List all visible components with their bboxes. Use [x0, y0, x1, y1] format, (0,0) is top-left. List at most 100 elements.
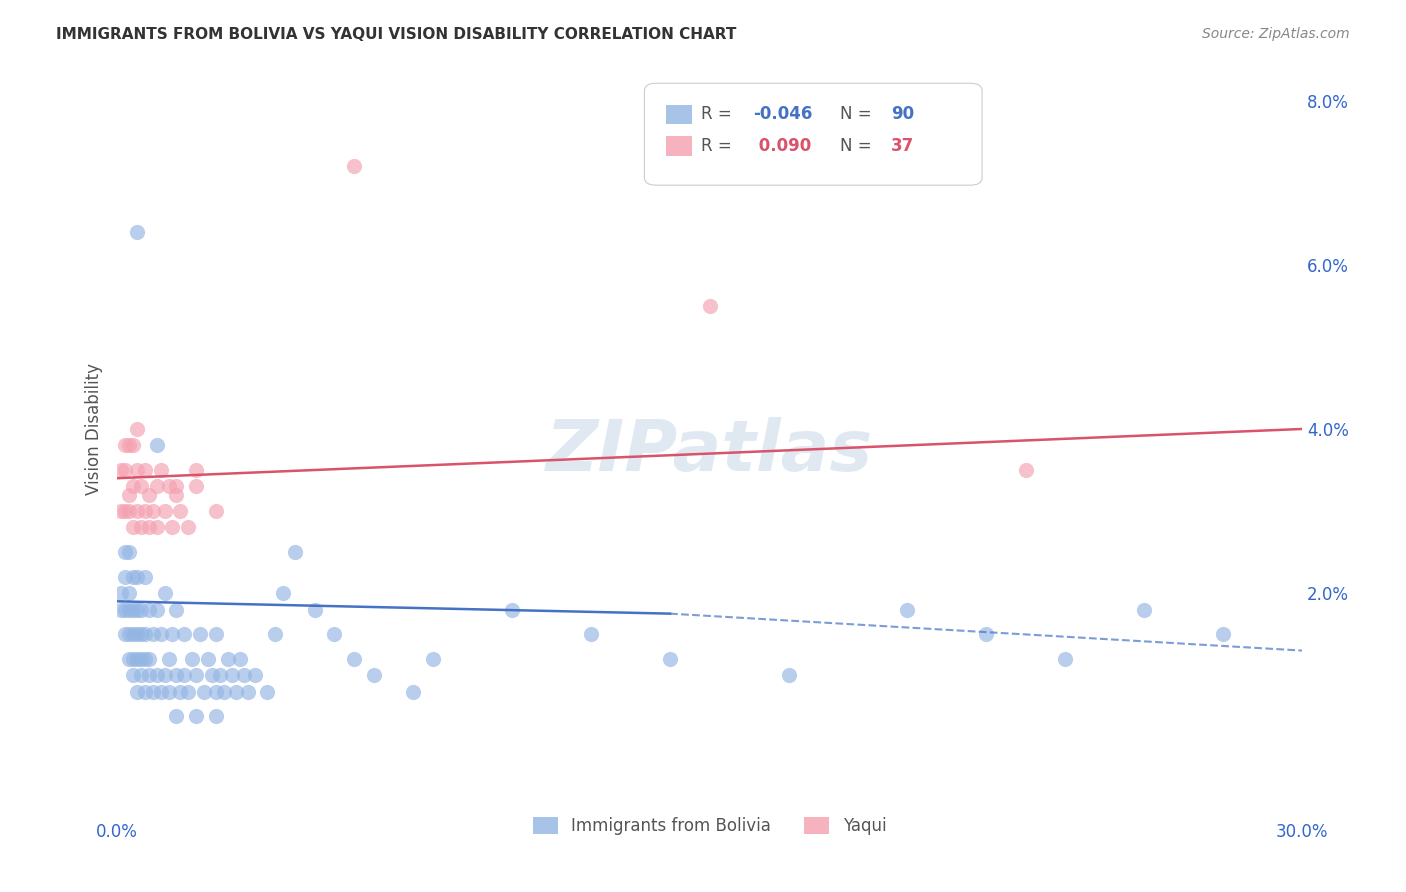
Point — [118, 545, 141, 559]
Point — [122, 668, 145, 682]
Text: R =: R = — [702, 137, 737, 155]
Point — [129, 479, 152, 493]
Point — [205, 504, 228, 518]
Point — [118, 602, 141, 616]
Point — [122, 479, 145, 493]
Point — [208, 668, 231, 682]
Point — [165, 479, 187, 493]
Point — [114, 570, 136, 584]
Text: N =: N = — [839, 137, 877, 155]
Point — [205, 709, 228, 723]
Point — [118, 504, 141, 518]
Point — [177, 684, 200, 698]
Point — [145, 668, 167, 682]
Point — [142, 684, 165, 698]
Point — [173, 627, 195, 641]
Point — [122, 652, 145, 666]
Point — [145, 438, 167, 452]
Point — [110, 586, 132, 600]
Point — [114, 463, 136, 477]
Point — [778, 668, 800, 682]
Point — [1014, 463, 1036, 477]
Point — [145, 520, 167, 534]
FancyBboxPatch shape — [665, 104, 692, 124]
Point — [125, 570, 148, 584]
Point — [114, 545, 136, 559]
Point — [118, 488, 141, 502]
Point — [138, 652, 160, 666]
Point — [165, 602, 187, 616]
Point — [186, 479, 208, 493]
Point — [153, 504, 176, 518]
Point — [165, 709, 187, 723]
Point — [110, 602, 132, 616]
Text: R =: R = — [702, 104, 737, 122]
Point — [186, 463, 208, 477]
Point — [245, 668, 267, 682]
Point — [304, 602, 326, 616]
Point — [114, 504, 136, 518]
Point — [129, 520, 152, 534]
Point — [138, 602, 160, 616]
Point — [125, 627, 148, 641]
Point — [125, 504, 148, 518]
Point — [110, 463, 132, 477]
Point — [402, 684, 425, 698]
Point — [221, 668, 243, 682]
Point — [149, 684, 172, 698]
Point — [118, 586, 141, 600]
Point — [236, 684, 259, 698]
Point — [1133, 602, 1156, 616]
Point — [169, 684, 191, 698]
FancyBboxPatch shape — [644, 83, 981, 186]
Point — [114, 602, 136, 616]
Point — [193, 684, 215, 698]
Point — [125, 684, 148, 698]
Point — [129, 602, 152, 616]
Point — [1053, 652, 1076, 666]
Point — [157, 684, 180, 698]
Point — [153, 586, 176, 600]
Point — [149, 463, 172, 477]
Point — [134, 652, 156, 666]
Text: -0.046: -0.046 — [754, 104, 813, 122]
Point — [501, 602, 523, 616]
Text: N =: N = — [839, 104, 877, 122]
Point — [188, 627, 211, 641]
Point — [149, 627, 172, 641]
Point — [256, 684, 278, 698]
Point — [422, 652, 444, 666]
Point — [122, 627, 145, 641]
Point — [271, 586, 294, 600]
Point — [264, 627, 287, 641]
Text: ZIPatlas: ZIPatlas — [546, 417, 873, 485]
Point — [134, 504, 156, 518]
Point — [212, 684, 235, 698]
Point — [145, 602, 167, 616]
Point — [125, 422, 148, 436]
Point — [896, 602, 918, 616]
FancyBboxPatch shape — [665, 136, 692, 155]
Point — [138, 668, 160, 682]
Point — [129, 627, 152, 641]
Point — [157, 652, 180, 666]
Text: 0.090: 0.090 — [754, 137, 811, 155]
Point — [138, 488, 160, 502]
Point — [699, 299, 721, 313]
Point — [145, 479, 167, 493]
Text: 90: 90 — [891, 104, 914, 122]
Point — [323, 627, 346, 641]
Text: 30.0%: 30.0% — [1275, 823, 1329, 841]
Point — [153, 668, 176, 682]
Point — [162, 520, 184, 534]
Point — [122, 570, 145, 584]
Point — [125, 463, 148, 477]
Point — [122, 438, 145, 452]
Point — [186, 668, 208, 682]
Point — [205, 684, 228, 698]
Point — [118, 652, 141, 666]
Y-axis label: Vision Disability: Vision Disability — [86, 363, 103, 495]
Point — [201, 668, 224, 682]
Point — [173, 668, 195, 682]
Point — [343, 159, 366, 173]
